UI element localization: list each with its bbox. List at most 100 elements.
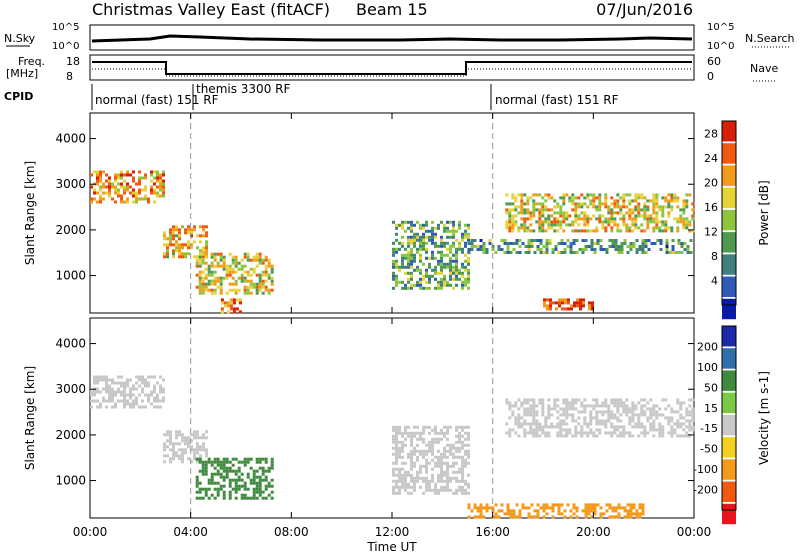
- power-echo-cell: [524, 245, 528, 248]
- power-echo-cell: [199, 234, 202, 238]
- power-echo-cell: [195, 285, 199, 289]
- velocity-echo-cell: [258, 475, 262, 479]
- velocity-echo-cell: [661, 413, 665, 417]
- velocity-echo-cell: [258, 466, 262, 470]
- power-echo-cell: [461, 283, 464, 287]
- velocity-echo-cell: [547, 407, 551, 411]
- power-echo-cell: [147, 197, 150, 201]
- velocity-echo-cell: [93, 381, 96, 385]
- power-echo-cell: [407, 220, 410, 224]
- power-echo-cell: [526, 226, 530, 230]
- velocity-echo-cell: [96, 381, 99, 385]
- velocity-echo-cell: [147, 381, 150, 385]
- power-echo-cell: [222, 261, 226, 265]
- power-echo-cell: [526, 208, 530, 212]
- power-echo-cell: [213, 264, 217, 268]
- velocity-echo-cell: [166, 430, 169, 434]
- power-echo-cell: [138, 188, 141, 192]
- velocity-echo-cell: [500, 503, 504, 507]
- velocity-echo-cell: [679, 407, 683, 411]
- velocity-echo-cell: [511, 404, 515, 408]
- power-echo-cell: [562, 193, 566, 197]
- velocity-echo-cell: [413, 476, 416, 480]
- power-echo-cell: [205, 252, 208, 256]
- power-echo-cell: [595, 229, 599, 233]
- velocity-echo-cell: [428, 485, 431, 489]
- velocity-echo-cell: [431, 488, 434, 492]
- velocity-echo-cell: [643, 428, 647, 432]
- power-echo-cell: [667, 205, 671, 209]
- power-echo-cell: [538, 220, 542, 224]
- velocity-echo-cell: [123, 387, 126, 391]
- power-echo-cell: [568, 199, 572, 203]
- nsky-tick-top: 10^5: [52, 22, 79, 33]
- power-echo-cell: [196, 255, 199, 259]
- velocity-echo-cell: [467, 485, 470, 489]
- velocity-echo-cell: [655, 428, 659, 432]
- velocity-echo-cell: [535, 404, 539, 408]
- power-echo-cell: [440, 259, 443, 263]
- power-panel-frame: [89, 112, 695, 314]
- velocity-echo-cell: [201, 496, 205, 500]
- power-echo-cell: [222, 255, 226, 259]
- velocity-echo-cell: [523, 410, 527, 414]
- power-echo-cell: [545, 239, 549, 242]
- velocity-echo-cell: [422, 437, 425, 441]
- velocity-echo-cell: [458, 425, 461, 429]
- power-echo-cell: [398, 223, 401, 227]
- power-echo-cell: [204, 276, 208, 280]
- velocity-echo-cell: [196, 442, 199, 446]
- velocity-echo-cell: [467, 452, 470, 456]
- power-echo-cell: [659, 242, 663, 245]
- velocity-echo-cell: [688, 425, 692, 429]
- velocity-echo-cell: [649, 428, 653, 432]
- power-echo-cell: [649, 217, 653, 221]
- power-echo-cell: [511, 223, 515, 227]
- velocity-echo-cell: [577, 398, 581, 402]
- velocity-colorbar-swatch: [722, 459, 736, 480]
- velocity-echo-cell: [479, 509, 483, 513]
- power-echo-cell: [228, 273, 232, 277]
- power-echo-cell: [593, 251, 597, 254]
- power-echo-cell: [207, 282, 211, 286]
- power-echo-cell: [661, 229, 665, 233]
- velocity-echo-cell: [580, 410, 584, 414]
- power-echo-cell: [558, 304, 561, 308]
- power-echo-cell: [205, 225, 208, 229]
- velocity-echo-cell: [652, 413, 656, 417]
- velocity-echo-cell: [398, 428, 401, 432]
- power-echo-cell: [464, 268, 467, 272]
- power-echo-cell: [613, 202, 617, 206]
- power-echo-cell: [120, 185, 123, 189]
- power-echo-cell: [150, 191, 153, 195]
- velocity-echo-cell: [129, 405, 132, 409]
- velocity-echo-cell: [667, 422, 671, 426]
- velocity-echo-cell: [187, 442, 190, 446]
- power-echo-cell: [395, 223, 398, 227]
- power-echo-cell: [464, 259, 467, 263]
- power-echo-cell: [210, 291, 214, 295]
- power-echo-cell: [246, 288, 250, 292]
- power-echo-cell: [520, 226, 524, 230]
- power-echo-cell: [577, 205, 581, 209]
- velocity-echo-cell: [461, 443, 464, 447]
- velocity-echo-cell: [147, 393, 150, 397]
- power-echo-cell: [464, 253, 467, 257]
- power-echo-cell: [679, 220, 683, 224]
- velocity-echo-cell: [216, 490, 220, 494]
- velocity-echo-cell: [571, 404, 575, 408]
- power-echo-cell: [688, 229, 692, 233]
- power-echo-cell: [431, 235, 434, 239]
- power-echo-cell: [392, 241, 395, 245]
- velocity-echo-cell: [434, 488, 437, 492]
- power-echo-cell: [210, 261, 214, 265]
- power-echo-cell: [658, 220, 662, 224]
- power-echo-cell: [455, 271, 458, 275]
- power-colorbar-swatch: [722, 276, 736, 297]
- power-echo-cell: [99, 200, 102, 204]
- velocity-echo-cell: [105, 384, 108, 388]
- velocity-echo-cell: [123, 399, 126, 403]
- velocity-echo-cell: [691, 416, 695, 420]
- power-echo-cell: [635, 239, 639, 242]
- power-echo-cell: [644, 239, 648, 242]
